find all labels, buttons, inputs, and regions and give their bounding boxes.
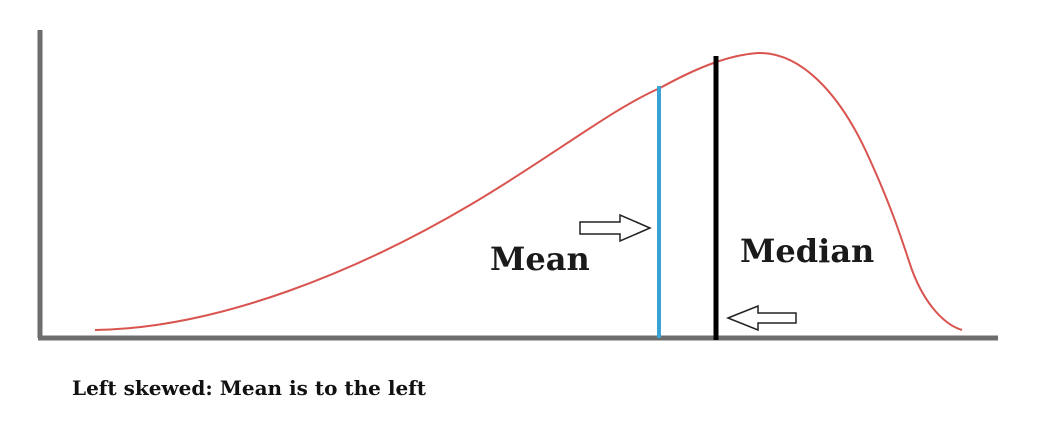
arrow-left-icon: [725, 304, 797, 332]
median-label: Median: [740, 232, 874, 270]
distribution-curve: [94, 51, 963, 331]
arrow-right-icon: [579, 213, 652, 243]
caption: Left skewed: Mean is to the left: [72, 376, 427, 400]
mean-label: Mean: [490, 240, 590, 278]
